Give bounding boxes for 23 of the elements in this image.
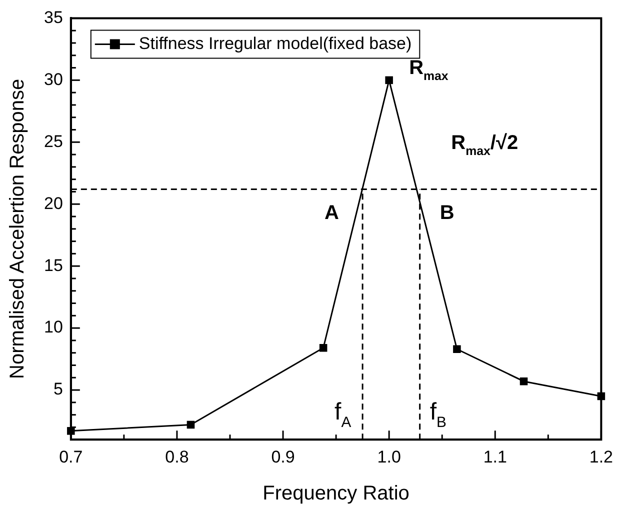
point: [186, 420, 195, 429]
point: [520, 377, 528, 386]
point: [385, 76, 393, 84]
y-tick-label: 15: [44, 256, 63, 275]
y-tick-label: 35: [44, 8, 63, 27]
x-tick-label: 1.0: [377, 447, 401, 466]
x-tick-label: 0.9: [271, 447, 295, 466]
x-tick-label: 1.1: [483, 447, 507, 466]
y-tick-label: 25: [44, 132, 63, 151]
y-tick-label: 10: [44, 318, 63, 337]
y-tick-label: 30: [44, 70, 63, 89]
y-tick-label: 20: [44, 194, 63, 213]
y-tick-label: 5: [53, 380, 63, 399]
legend-label: Stiffness Irregular model(fixed base): [138, 34, 412, 53]
x-tick-label: 0.8: [165, 447, 189, 466]
x-tick-label: 1.2: [589, 447, 614, 466]
x-tick-label: 0.7: [59, 447, 83, 466]
x-axis-title: Frequency Ratio: [262, 482, 410, 505]
y-axis-title: Normalised Accelertion Response: [6, 78, 29, 379]
point: [453, 345, 461, 354]
annotation: B: [440, 202, 454, 224]
point: [319, 344, 328, 352]
annotation: A: [324, 202, 340, 224]
